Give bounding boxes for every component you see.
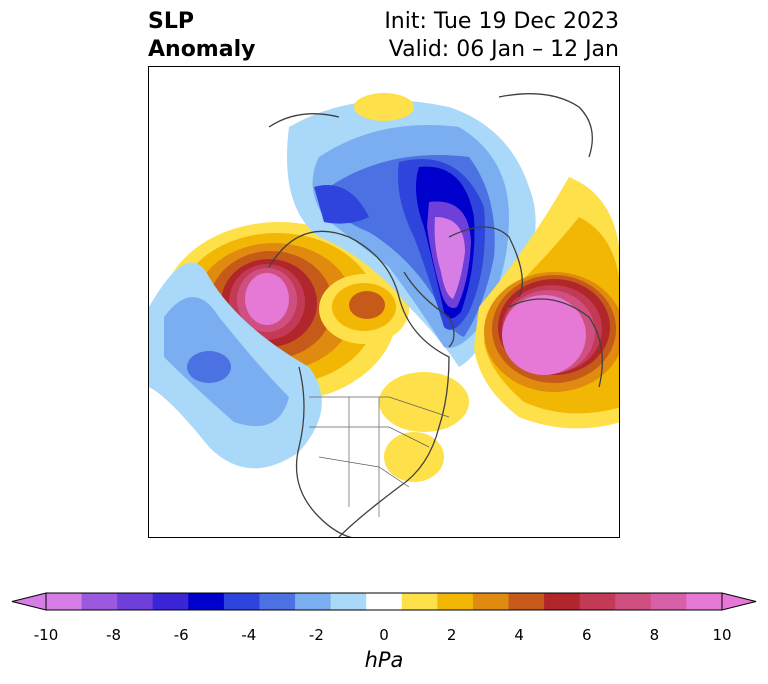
colorbar-cell	[437, 593, 474, 610]
colorbar-cell	[81, 593, 118, 610]
colorbar-cell	[188, 593, 225, 610]
coastlines	[268, 93, 603, 537]
colorbar-tick-label: 2	[446, 626, 457, 644]
colorbar-tick-label: 0	[379, 626, 389, 644]
colorbar-cell	[508, 593, 545, 610]
title-variable: SLP	[148, 9, 194, 34]
colorbar-cell	[223, 593, 260, 610]
colorbar-cell	[295, 593, 332, 610]
colorbar-tick-label: -10	[33, 626, 59, 644]
colorbar-cell	[579, 593, 616, 610]
anomaly-arctic-low	[287, 100, 536, 368]
colorbar-cell	[117, 593, 154, 610]
colorbar	[11, 592, 757, 611]
state-borders	[309, 396, 450, 517]
colorbar-tick-label: 10	[712, 626, 732, 644]
colorbar-cell	[152, 593, 189, 610]
colorbar-cell	[650, 593, 687, 610]
colorbar-cell	[686, 593, 723, 610]
valid-period: Valid: 06 Jan – 12 Jan	[388, 37, 619, 62]
anomaly-east-pacific-low	[149, 262, 322, 469]
colorbar-cell	[544, 593, 581, 610]
colorbar-unit: hPa	[364, 648, 404, 672]
forecast-info: Init: Tue 19 Dec 2023 Valid: 06 Jan – 12…	[384, 8, 619, 64]
colorbar-under-arrow	[12, 593, 46, 610]
colorbar-tick-label: 6	[582, 626, 592, 644]
colorbar-tick-label: -2	[308, 626, 324, 644]
colorbar-cell	[472, 593, 510, 610]
colorbar-cell	[366, 593, 403, 610]
anomaly-hudson-bay-high	[319, 274, 469, 482]
colorbar-cell	[401, 593, 438, 610]
colorbar-cell	[46, 593, 83, 610]
map-title: SLP Anomaly	[148, 8, 255, 64]
anomaly-map	[149, 93, 619, 537]
colorbar-cell	[615, 593, 652, 610]
colorbar-tick-label: 8	[649, 626, 660, 644]
colorbar-cell	[259, 593, 296, 610]
map-panel	[148, 66, 620, 538]
colorbar-tick-label: -8	[106, 626, 122, 644]
colorbar-tick-label: -6	[173, 626, 189, 644]
colorbar-over-arrow	[722, 593, 756, 610]
colorbar-tick-label: -4	[241, 626, 257, 644]
colorbar-cell	[330, 593, 367, 610]
colorbar-tick-label: 4	[514, 626, 524, 644]
title-field: Anomaly	[148, 37, 256, 62]
anomaly-siberia-high	[354, 93, 414, 121]
init-time: Init: Tue 19 Dec 2023	[384, 9, 619, 34]
